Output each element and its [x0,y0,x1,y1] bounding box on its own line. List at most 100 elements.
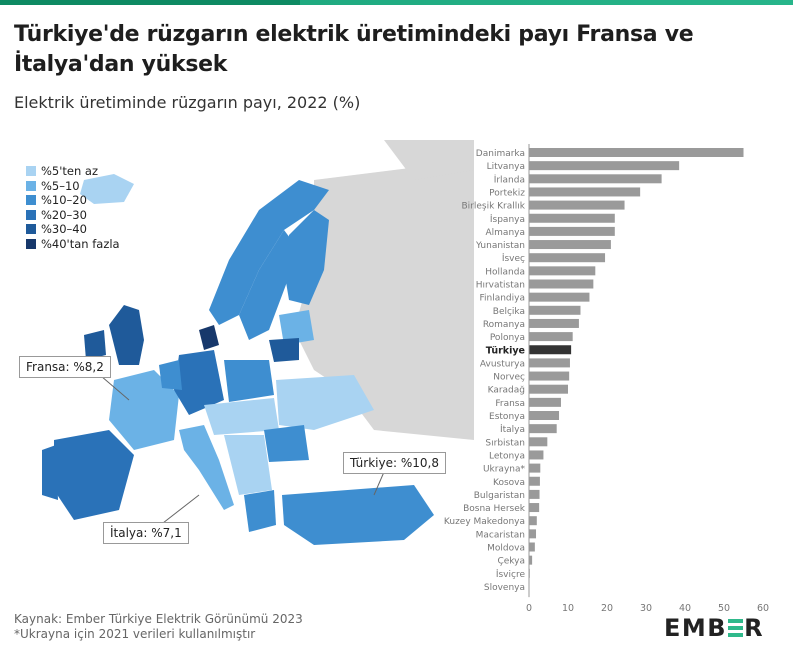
category-label: Hollanda [485,267,525,277]
bar [529,253,606,263]
logo-text-right: R [744,614,765,642]
bar [529,266,596,276]
source-line: Kaynak: Ember Türkiye Elektrik Görünümü … [14,612,303,626]
legend-item: %40'tan fazla [26,237,120,251]
bar [529,279,594,289]
map-ireland [84,330,106,360]
legend-swatch [26,224,36,234]
legend-label: %20–30 [41,207,87,222]
category-label: Slovenya [484,583,525,593]
bar [529,476,540,486]
category-label: Estonya [489,412,525,422]
map-spain [54,430,134,520]
category-label: Karadağ [488,386,525,396]
bar [529,463,541,473]
map-poland [224,360,274,402]
map-uk [109,305,144,365]
category-label: Romanya [483,320,525,330]
bar [529,489,540,499]
category-label: Türkiye [486,345,525,356]
map-greece [244,490,276,532]
bar [529,200,625,210]
x-tick-label: 50 [718,603,730,614]
map-germany [174,350,224,415]
map-benelux [159,360,182,390]
callout-france: Fransa: %8,2 [19,356,111,378]
category-label: Belçika [493,307,525,317]
bar [529,292,590,302]
bar [529,397,561,407]
legend-label: %5–10 [41,178,80,193]
ember-logo: EMB R [664,614,764,642]
bar [529,305,581,315]
source-note: Kaynak: Ember Türkiye Elektrik Görünümü … [14,612,303,642]
bar-highlight [529,345,572,355]
category-label: Macaristan [476,530,525,540]
category-label: Almanya [486,228,526,238]
map-finland [284,210,329,305]
legend-swatch [26,180,36,191]
category-label: İtalya [500,424,525,435]
bar [529,503,540,513]
category-label: İsviçre [496,569,526,580]
legend-item: %10–20 [26,193,120,207]
category-label: Ukrayna* [483,465,526,475]
bar [529,148,744,157]
legend-item: %30–40 [26,222,120,236]
legend-label: %30–40 [41,222,87,236]
logo-text-left: EMB [664,614,728,642]
legend-label: %5'ten az [41,164,99,178]
bar [529,411,560,420]
category-label: Polonya [490,333,525,343]
callout-line-turkey [373,471,385,496]
legend-label: %10–20 [41,193,87,207]
category-label: Bosna Hersek [463,504,526,514]
category-label: Çekya [497,557,525,567]
category-label: Kosova [493,478,525,488]
legend-swatch [26,238,36,249]
legend-item: %20–30 [26,208,120,222]
category-label: Portekiz [489,188,525,198]
bar [529,555,533,565]
map-portugal [42,445,58,500]
bar [529,424,557,434]
map-central-europe [204,398,279,435]
map-turkey [282,485,434,545]
chart-subtitle: Elektrik üretiminde rüzgarın payı, 2022 … [14,93,361,112]
category-label: Hırvatistan [476,281,525,291]
map-baltics [279,310,314,345]
map-romania [264,425,309,462]
europe-map [42,140,474,545]
legend-item: %5–10 [26,179,120,193]
map-ukraine [276,375,374,430]
category-label: Birleşik Krallık [461,202,525,212]
bar [529,240,611,250]
legend-swatch [26,209,36,220]
callout-turkey: Türkiye: %10,8 [343,452,446,474]
legend-label: %40'tan fazla [41,236,120,251]
category-label: Letonya [489,451,525,461]
category-label: Yunanistan [475,241,525,251]
bar [529,358,570,368]
bar [529,187,641,197]
bar [529,437,548,447]
x-tick-label: 0 [526,603,532,614]
x-tick-label: 10 [562,603,574,614]
bar [529,542,535,552]
map-norway [209,180,329,325]
category-label: İspanya [490,214,525,225]
bar [529,450,544,460]
callout-italy: İtalya: %7,1 [103,522,189,544]
brand-top-bar [0,0,793,5]
map-iceland [80,174,134,204]
category-label: Danimarka [476,149,525,159]
map-italy [179,425,234,510]
bar [529,213,615,223]
bar [529,384,568,394]
bar [529,371,570,381]
category-label: Fransa [495,399,525,409]
map-balkans [224,435,272,495]
category-label: Litvanya [487,162,525,172]
legend-swatch [26,166,36,176]
map-land-background [294,160,474,440]
